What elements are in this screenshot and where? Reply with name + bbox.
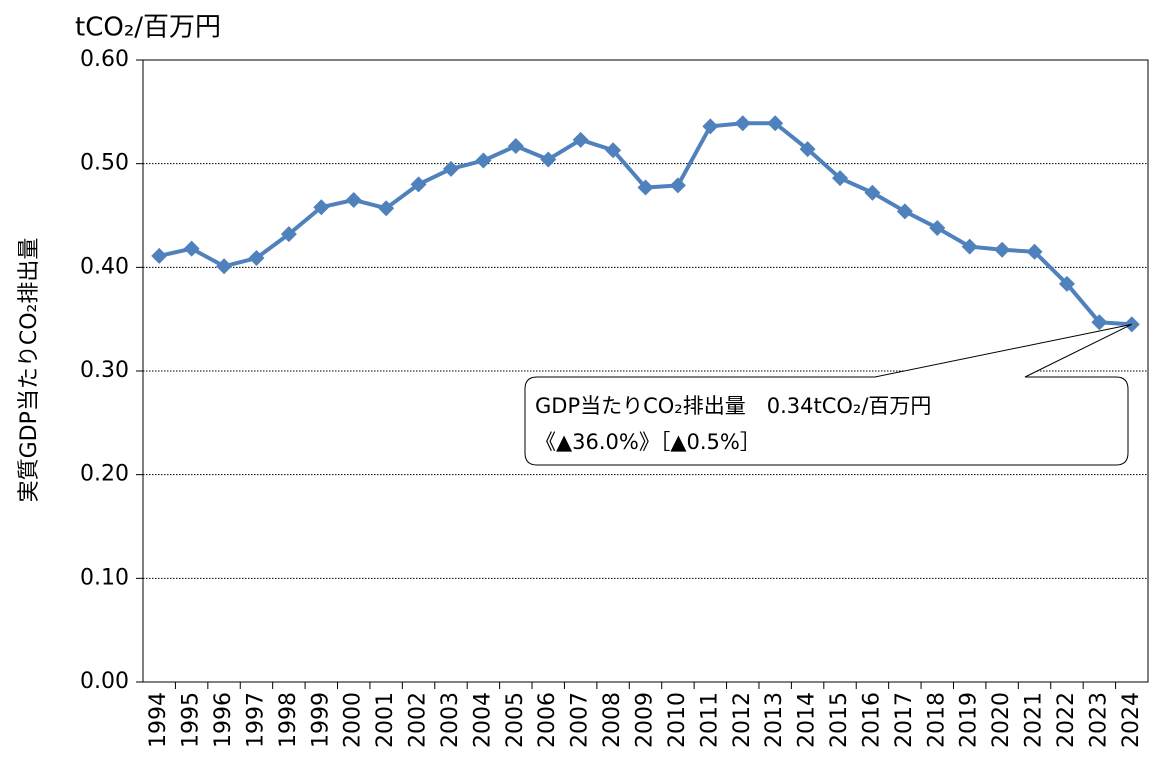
marker	[929, 219, 946, 236]
x-tick-label: 1996	[211, 692, 236, 748]
callout	[524, 323, 1133, 466]
x-tick-label: 2017	[892, 692, 917, 748]
marker	[572, 131, 589, 148]
x-tick-label: 2010	[665, 692, 690, 748]
y-tick-label: 0.10	[80, 565, 129, 590]
x-tick-label: 2014	[795, 692, 820, 748]
marker	[637, 179, 654, 196]
x-tick-label: 1997	[243, 692, 268, 748]
annotation: 《▲36.0%》［▲0.5%］	[535, 430, 761, 454]
marker	[1091, 314, 1108, 331]
marker	[767, 115, 784, 132]
x-tick-label: 2005	[503, 692, 528, 748]
x-tick-label: 2020	[989, 692, 1014, 748]
marker	[183, 240, 200, 257]
marker	[540, 151, 557, 168]
marker	[507, 138, 524, 155]
marker	[280, 226, 297, 243]
y-tick-label: 0.40	[80, 254, 129, 279]
x-tick-label: 2000	[341, 692, 366, 748]
marker	[702, 118, 719, 135]
x-tick-label: 2019	[957, 692, 982, 748]
marker	[442, 160, 459, 177]
marker	[151, 247, 168, 264]
marker	[345, 191, 362, 208]
y-tick-label: 0.30	[80, 358, 129, 383]
marker	[410, 176, 427, 193]
marker	[734, 115, 751, 132]
x-tick-label: 2003	[438, 692, 463, 748]
marker	[1058, 275, 1075, 292]
marker	[669, 177, 686, 194]
x-tick-label: 2012	[730, 692, 755, 748]
x-tick-label: 2021	[1022, 692, 1047, 748]
marker	[1026, 243, 1043, 260]
marker	[475, 152, 492, 169]
x-tick-label: 2006	[535, 692, 560, 748]
x-tick-label: 1995	[179, 692, 204, 748]
line	[158, 121, 1132, 327]
y-tick-label: 0.20	[80, 462, 129, 487]
y-tick-label: 0.00	[80, 669, 129, 694]
x-tick-label: 2016	[859, 692, 884, 748]
x-tick-label: 2018	[924, 692, 949, 748]
marker	[832, 170, 849, 187]
marker	[994, 241, 1011, 258]
x-tick-label: 2015	[827, 692, 852, 748]
marker	[961, 238, 978, 255]
y-axis-label: 実質GDP当たりCO₂排出量	[17, 238, 42, 503]
x-tick-label: 2024	[1119, 692, 1144, 748]
marker	[248, 250, 265, 267]
x-tick-label: 2011	[697, 692, 722, 748]
annotation: GDP当たりCO₂排出量 0.34tCO₂/百万円	[535, 394, 931, 418]
marker	[799, 141, 816, 158]
x-tick-label: 2009	[633, 692, 658, 748]
y-unit: tCO₂/百万円	[75, 13, 221, 43]
x-tick-label: 2001	[373, 692, 398, 748]
marker	[378, 200, 395, 217]
y-tick-label: 0.50	[80, 151, 129, 176]
marker	[605, 142, 622, 159]
y-tick-label: 0.60	[80, 47, 129, 72]
x-tick-label: 2023	[1086, 692, 1111, 748]
x-tick-label: 2007	[568, 692, 593, 748]
marker	[864, 184, 881, 201]
marker	[216, 258, 233, 275]
x-tick-label: 1994	[146, 692, 171, 748]
x-tick-label: 1998	[276, 692, 301, 748]
x-tick-label: 2002	[406, 692, 431, 748]
marker	[313, 199, 330, 216]
x-tick-label: 2008	[600, 692, 625, 748]
x-tick-label: 2004	[470, 692, 495, 748]
x-tick-label: 1999	[308, 692, 333, 748]
x-tick-label: 2013	[762, 692, 787, 748]
plot-frame	[142, 59, 1149, 683]
x-tick-label: 2022	[1054, 692, 1079, 748]
marker	[896, 203, 913, 220]
